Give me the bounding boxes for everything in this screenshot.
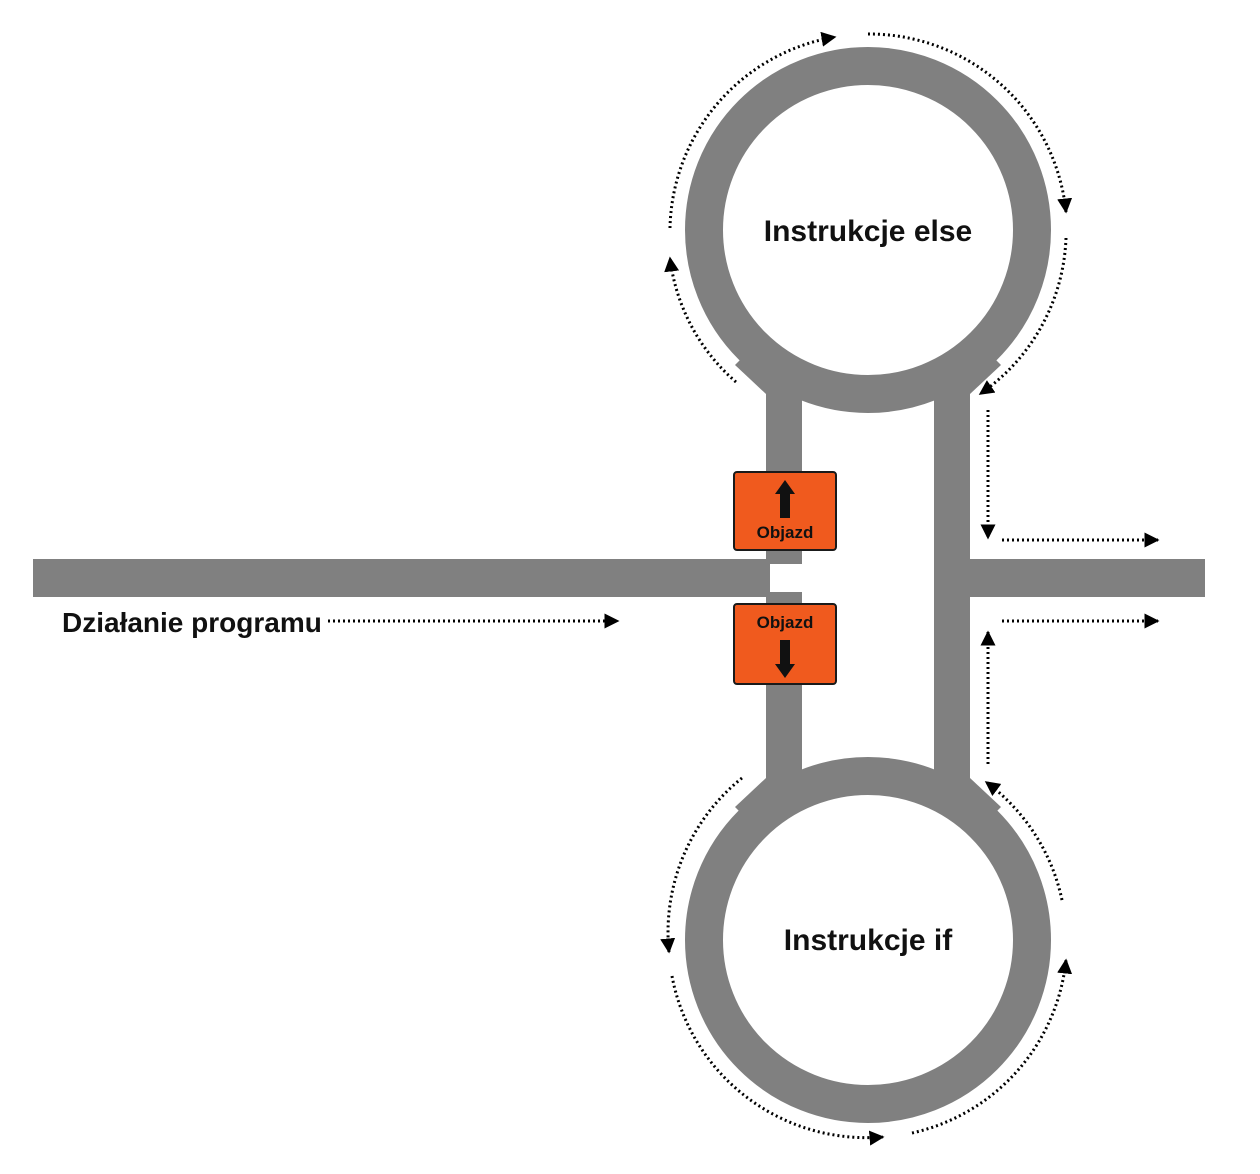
detour-sign-lower: Objazd	[733, 603, 837, 685]
dotted-arrow-icon	[668, 31, 837, 229]
detour-sign-lower-label: Objazd	[757, 613, 814, 632]
detour-sign-upper: Objazd	[733, 471, 837, 551]
down-arrow-icon	[775, 640, 795, 678]
connector-right	[934, 364, 970, 807]
dotted-arrow-icon	[660, 776, 743, 954]
dotted-arrow-icon	[867, 32, 1073, 214]
dotted-arrow-icon	[978, 237, 1068, 396]
else-loop-label: Instrukcje else	[764, 215, 972, 248]
else-loop-ring	[685, 47, 1051, 413]
dotted-arrow-icon	[670, 975, 885, 1146]
if-loop-ring	[685, 757, 1051, 1123]
main-road-left	[33, 559, 770, 597]
road-network	[33, 47, 1205, 1123]
dotted-arrow-icon	[984, 780, 1064, 901]
flow-arrows	[328, 31, 1160, 1146]
if-loop-label: Instrukcje if	[784, 924, 953, 957]
detour-sign-upper-label: Objazd	[757, 523, 814, 542]
program-flow-label: Działanie programu	[62, 607, 322, 638]
dotted-arrow-icon	[664, 256, 737, 384]
main-road-right	[970, 559, 1205, 597]
else-junction-left	[735, 352, 802, 394]
if-junction-left	[735, 778, 802, 820]
else-junction-right	[934, 352, 1001, 394]
if-junction-right	[934, 778, 1001, 820]
up-arrow-icon	[775, 480, 795, 518]
